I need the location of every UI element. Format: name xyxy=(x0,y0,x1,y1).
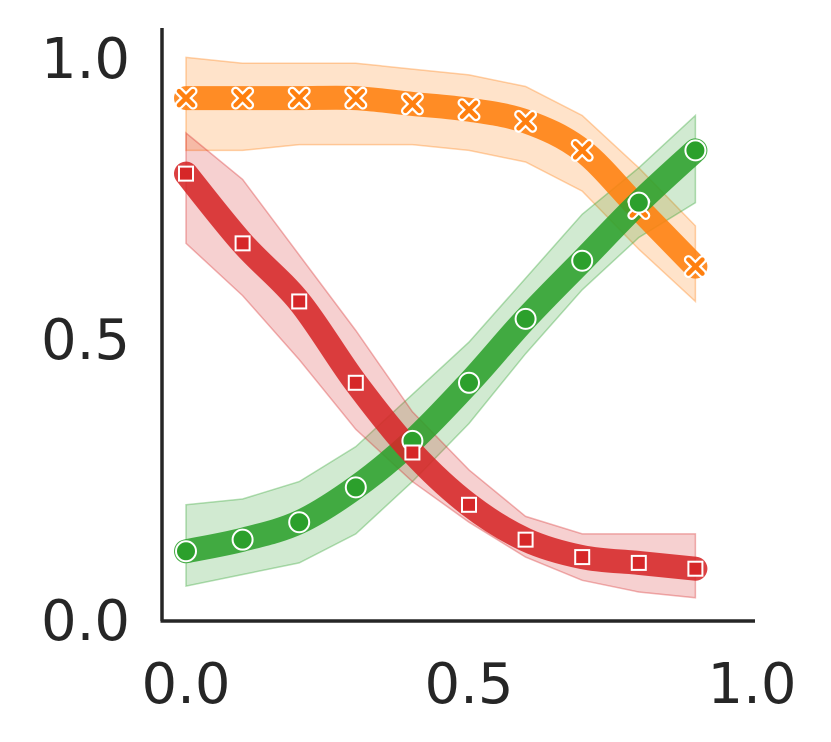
confidence-band xyxy=(185,56,697,304)
data-point-square xyxy=(404,444,421,461)
data-point-square xyxy=(347,374,364,391)
confidence-band xyxy=(185,113,697,588)
data-point-circle xyxy=(627,191,650,214)
confidence-bands xyxy=(185,56,697,599)
y-tick-label: 0.5 xyxy=(41,308,130,373)
data-point-circle xyxy=(288,511,311,534)
data-point-x xyxy=(231,86,255,110)
data-point-x xyxy=(174,86,198,110)
data-point-square xyxy=(234,235,251,252)
series-markers xyxy=(174,86,707,577)
data-point-square xyxy=(630,554,647,571)
data-point-circle xyxy=(175,540,197,563)
data-point-square xyxy=(517,531,534,548)
x-tick-label: 0.0 xyxy=(141,652,230,717)
data-point-x xyxy=(287,86,311,110)
data-point-x xyxy=(457,98,481,122)
series-line xyxy=(174,138,708,564)
y-tick-label: 1.0 xyxy=(41,27,130,92)
data-point-circle xyxy=(514,307,537,330)
y-tick-label: 0.0 xyxy=(41,589,130,654)
data-point-x xyxy=(344,86,368,110)
data-point-square xyxy=(461,496,477,513)
data-point-x xyxy=(570,138,594,162)
series-line xyxy=(174,85,708,279)
data-point-circle xyxy=(344,476,367,499)
data-point-square xyxy=(178,165,194,182)
x-tick-label: 0.5 xyxy=(424,652,513,717)
data-point-circle xyxy=(231,528,254,551)
data-point-square xyxy=(687,560,704,577)
data-point-x xyxy=(514,109,538,133)
confidence-band xyxy=(185,131,697,599)
data-point-circle xyxy=(684,139,707,162)
data-point-x xyxy=(400,92,424,116)
data-point-x xyxy=(683,255,707,279)
x-tick-label: 1.0 xyxy=(707,652,796,717)
data-point-circle xyxy=(571,249,594,272)
data-point-square xyxy=(291,293,308,310)
data-point-circle xyxy=(458,371,480,394)
data-point-square xyxy=(574,549,591,566)
